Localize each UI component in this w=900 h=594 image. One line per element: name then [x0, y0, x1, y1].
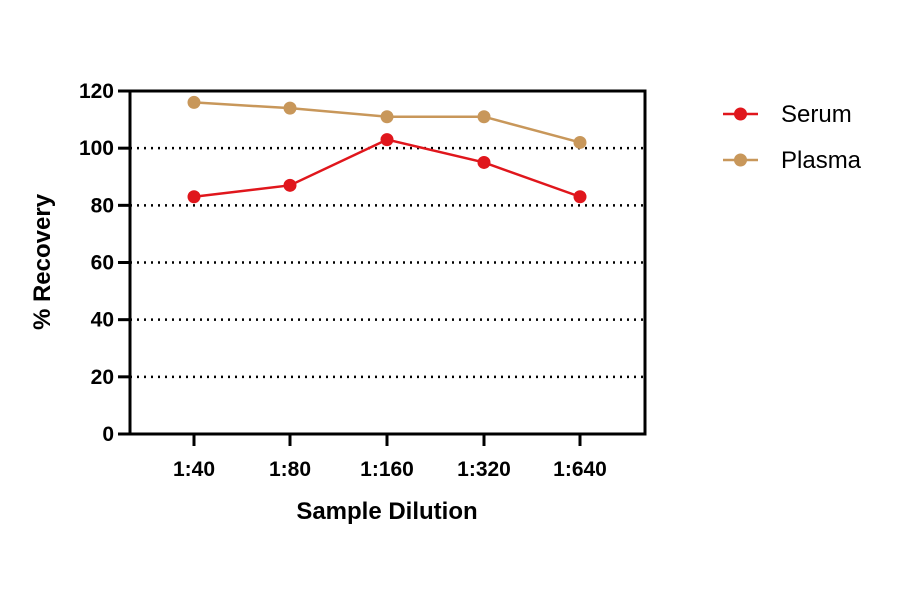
data-point-serum [477, 155, 491, 169]
x-tick-label: 1:160 [360, 458, 414, 481]
y-tick-label: 40 [91, 309, 114, 332]
y-tick-label: 120 [79, 80, 114, 103]
legend-label-serum: Serum [781, 101, 852, 128]
x-tick-label: 1:320 [457, 458, 511, 481]
data-point-serum [283, 178, 297, 192]
legend: Serum Plasma [723, 101, 862, 174]
y-tick-label: 0 [102, 423, 114, 446]
data-point-serum [573, 190, 587, 204]
x-axis-title: Sample Dilution [296, 498, 477, 525]
y-axis-title: % Recovery [29, 193, 56, 330]
data-point-plasma [380, 110, 394, 124]
data-point-plasma [477, 110, 491, 124]
legend-marker-serum [734, 107, 747, 121]
y-tick-label: 100 [79, 137, 114, 160]
data-point-plasma [283, 101, 297, 115]
gridlines [130, 146, 645, 379]
y-tick-label: 60 [91, 252, 114, 275]
data-point-plasma [573, 135, 587, 149]
y-tick-label: 20 [91, 366, 114, 389]
series-lines [187, 95, 587, 204]
legend-marker-plasma [734, 153, 747, 167]
x-tick-label: 1:80 [269, 458, 311, 481]
x-axis: 1:40 1:80 1:160 1:320 1:640 [173, 434, 607, 481]
data-point-plasma [187, 95, 201, 109]
data-point-serum [187, 190, 201, 204]
y-tick-label: 80 [91, 194, 114, 217]
x-tick-label: 1:40 [173, 458, 215, 481]
data-point-serum [380, 133, 394, 147]
x-tick-label: 1:640 [553, 458, 607, 481]
y-axis: 0 20 40 60 80 100 120 [79, 80, 130, 446]
legend-label-plasma: Plasma [781, 147, 862, 174]
